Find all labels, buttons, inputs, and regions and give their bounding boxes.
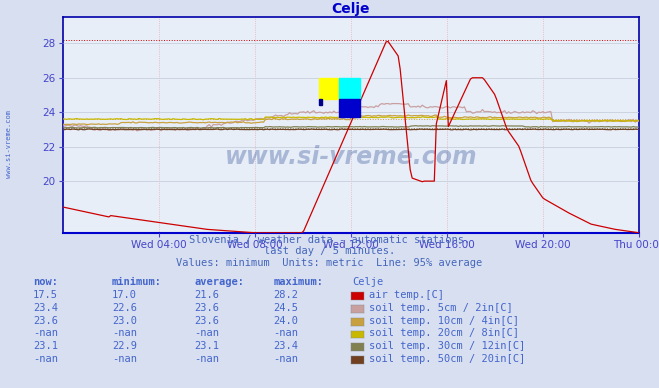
Text: 24.5: 24.5 bbox=[273, 303, 299, 313]
Bar bbox=[319, 99, 322, 105]
Text: 17.0: 17.0 bbox=[112, 290, 137, 300]
Text: 22.6: 22.6 bbox=[112, 303, 137, 313]
Text: www.si-vreme.com: www.si-vreme.com bbox=[225, 146, 477, 170]
Text: Celje: Celje bbox=[353, 277, 384, 287]
Text: Values: minimum  Units: metric  Line: 95% average: Values: minimum Units: metric Line: 95% … bbox=[177, 258, 482, 268]
Bar bbox=[339, 99, 360, 117]
Text: -nan: -nan bbox=[112, 328, 137, 338]
Text: -nan: -nan bbox=[273, 354, 299, 364]
Text: 22.9: 22.9 bbox=[112, 341, 137, 351]
Text: -nan: -nan bbox=[273, 328, 299, 338]
Text: soil temp. 30cm / 12in[C]: soil temp. 30cm / 12in[C] bbox=[369, 341, 525, 351]
Text: minimum:: minimum: bbox=[112, 277, 162, 287]
Text: 21.6: 21.6 bbox=[194, 290, 219, 300]
Text: 23.1: 23.1 bbox=[194, 341, 219, 351]
Text: Slovenia / weather data - automatic stations.: Slovenia / weather data - automatic stat… bbox=[189, 234, 470, 244]
Text: air temp.[C]: air temp.[C] bbox=[369, 290, 444, 300]
Text: average:: average: bbox=[194, 277, 244, 287]
Text: maximum:: maximum: bbox=[273, 277, 324, 287]
Title: Celje: Celje bbox=[331, 2, 370, 16]
Bar bbox=[319, 78, 339, 99]
Text: 23.6: 23.6 bbox=[33, 315, 58, 326]
Text: 23.6: 23.6 bbox=[194, 303, 219, 313]
Text: -nan: -nan bbox=[33, 328, 58, 338]
Text: -nan: -nan bbox=[112, 354, 137, 364]
Text: 24.0: 24.0 bbox=[273, 315, 299, 326]
Text: soil temp. 20cm / 8in[C]: soil temp. 20cm / 8in[C] bbox=[369, 328, 519, 338]
Text: 23.1: 23.1 bbox=[33, 341, 58, 351]
Text: -nan: -nan bbox=[33, 354, 58, 364]
Text: 28.2: 28.2 bbox=[273, 290, 299, 300]
Text: now:: now: bbox=[33, 277, 58, 287]
Text: -nan: -nan bbox=[194, 354, 219, 364]
Text: soil temp. 50cm / 20in[C]: soil temp. 50cm / 20in[C] bbox=[369, 354, 525, 364]
Bar bbox=[339, 78, 360, 99]
Text: 23.0: 23.0 bbox=[112, 315, 137, 326]
Text: 23.4: 23.4 bbox=[33, 303, 58, 313]
Text: 23.6: 23.6 bbox=[194, 315, 219, 326]
Text: soil temp. 5cm / 2in[C]: soil temp. 5cm / 2in[C] bbox=[369, 303, 513, 313]
Text: -nan: -nan bbox=[194, 328, 219, 338]
Text: last day / 5 minutes.: last day / 5 minutes. bbox=[264, 246, 395, 256]
Text: 23.4: 23.4 bbox=[273, 341, 299, 351]
Text: 17.5: 17.5 bbox=[33, 290, 58, 300]
Text: www.si-vreme.com: www.si-vreme.com bbox=[5, 109, 12, 178]
Text: soil temp. 10cm / 4in[C]: soil temp. 10cm / 4in[C] bbox=[369, 315, 519, 326]
